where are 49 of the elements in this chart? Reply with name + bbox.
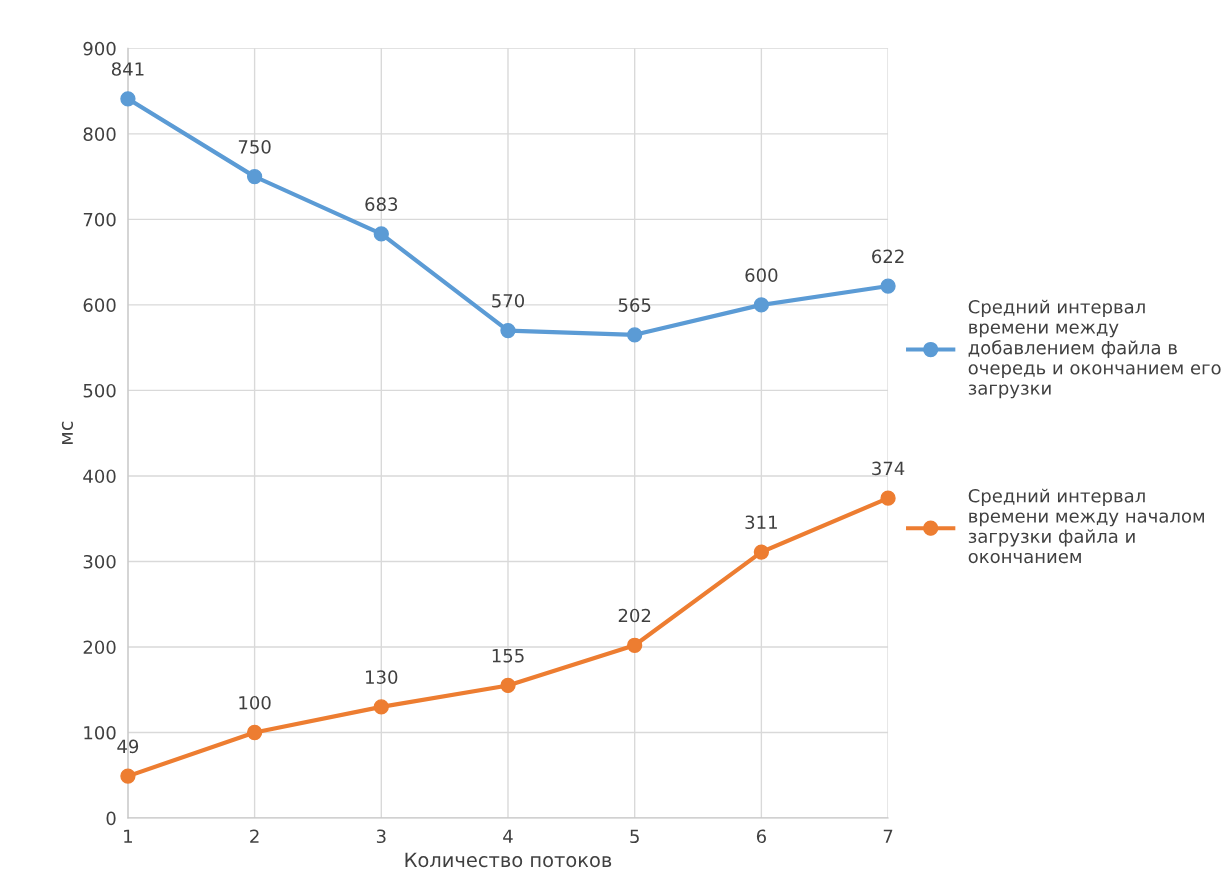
point	[880, 278, 896, 294]
data-label: 130	[366, 670, 398, 684]
point	[500, 322, 516, 339]
y-tick-label: 600	[83, 298, 116, 313]
point	[753, 297, 770, 313]
point	[120, 768, 136, 784]
y-axis-title: мс	[61, 421, 74, 445]
data-label: 600	[745, 268, 778, 282]
x-tick-label: 5	[630, 829, 639, 844]
data-label: 622	[872, 249, 904, 264]
data-label: 683	[365, 197, 398, 211]
data-label: 155	[492, 649, 524, 663]
y-tick-label: 300	[83, 554, 116, 569]
data-label: 565	[618, 298, 651, 312]
x-axis-title: Количество потоков	[405, 852, 612, 868]
data-label: 841	[111, 62, 144, 76]
y-tick-label: 400	[83, 469, 116, 484]
legend-label: Средний интервал времени между началом загрузки файла и окончанием	[968, 488, 1204, 564]
y-tick-label: 700	[83, 212, 116, 227]
y-tick-label: 200	[83, 640, 116, 655]
data-label: 750	[238, 140, 271, 154]
data-label: 202	[618, 608, 651, 623]
point	[246, 168, 263, 185]
x-tick-label: 7	[883, 829, 893, 843]
y-tick-label: 500	[83, 383, 116, 398]
data-label: 100	[239, 695, 271, 710]
point	[246, 724, 263, 741]
y-tick-label: 0	[106, 811, 116, 826]
point	[627, 637, 643, 653]
point	[373, 226, 389, 242]
y-tick-label: 800	[83, 127, 116, 141]
point	[753, 544, 770, 560]
point	[120, 91, 136, 107]
x-tick-label: 6	[756, 829, 766, 844]
x-tick-label: 4	[503, 829, 513, 843]
point	[500, 677, 516, 694]
data-label: 374	[872, 461, 905, 476]
point	[880, 490, 896, 506]
data-label: 49	[117, 739, 139, 754]
x-tick-label: 1	[124, 829, 132, 843]
data-label: 311	[745, 515, 777, 530]
y-tick-label: 100	[84, 725, 116, 740]
y-tick-label: 900	[83, 41, 116, 56]
data-label: 570	[492, 293, 525, 308]
legend-label: Средний интервал времени между добавлением файла в очередь и окончанием его загрузки	[968, 299, 1221, 399]
x-tick-label: 3	[376, 829, 386, 844]
point	[373, 699, 389, 715]
x-tick-label: 2	[250, 829, 259, 843]
point	[627, 327, 643, 343]
